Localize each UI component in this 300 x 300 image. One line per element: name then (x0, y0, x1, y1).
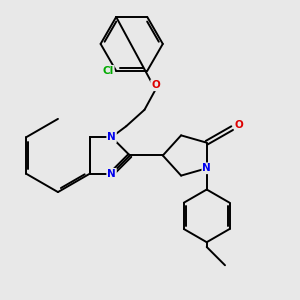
Text: O: O (235, 120, 243, 130)
Text: O: O (151, 80, 160, 90)
Text: N: N (107, 132, 116, 142)
Text: N: N (107, 169, 116, 179)
Text: N: N (202, 163, 211, 173)
Text: Cl: Cl (103, 66, 114, 76)
